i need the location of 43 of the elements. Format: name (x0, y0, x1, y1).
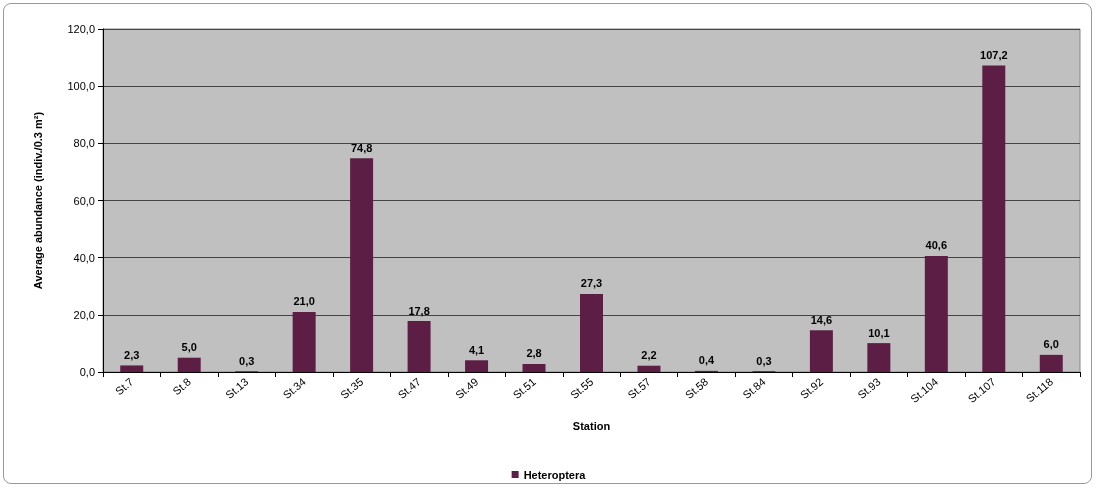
bar (1039, 354, 1063, 372)
bar (407, 321, 431, 372)
bar (522, 364, 546, 372)
bar (465, 360, 489, 372)
x-axis-title: Station (572, 419, 611, 432)
bar (292, 311, 316, 372)
bar (924, 255, 948, 372)
y-tick-label: 60,0 (73, 194, 95, 207)
x-tick-label: St.8 (170, 375, 194, 398)
bar (120, 365, 144, 372)
data-label: 2,2 (641, 349, 657, 362)
data-label: 21,0 (293, 295, 315, 308)
data-label: 0,3 (239, 354, 255, 367)
data-label: 17,8 (408, 304, 430, 317)
y-tick-label: 80,0 (73, 137, 95, 150)
bar (809, 330, 833, 372)
y-tick-label: 120,0 (67, 23, 95, 35)
data-label: 2,3 (124, 348, 140, 361)
bar (982, 65, 1006, 372)
data-label: 2,8 (526, 347, 542, 360)
bar (867, 343, 891, 372)
data-label: 4,1 (468, 343, 485, 356)
data-label: 74,8 (350, 141, 373, 154)
bar (350, 158, 374, 372)
y-tick-label: 0,0 (79, 366, 95, 378)
data-label: 40,6 (925, 239, 948, 252)
x-tick-label: St.7 (112, 375, 136, 398)
data-label: 10,1 (868, 326, 890, 339)
data-label: 107,2 (980, 49, 1008, 62)
data-label: 0,4 (698, 354, 715, 367)
data-label: 5,0 (181, 341, 197, 354)
y-tick-label: 40,0 (73, 251, 95, 264)
bar (580, 293, 603, 372)
data-label: 6,0 (1043, 338, 1059, 351)
y-axis-title: Average abundance (indiv./0.3 m²) (31, 111, 44, 290)
data-label: 27,3 (580, 277, 603, 290)
bar (637, 365, 661, 372)
data-label: 14,6 (810, 313, 833, 326)
bar (177, 357, 201, 372)
y-tick-label: 100,0 (67, 80, 95, 93)
legend-label: Heteroptera (523, 468, 587, 481)
y-tick-label: 20,0 (73, 308, 95, 321)
data-label: 0,3 (756, 354, 772, 367)
